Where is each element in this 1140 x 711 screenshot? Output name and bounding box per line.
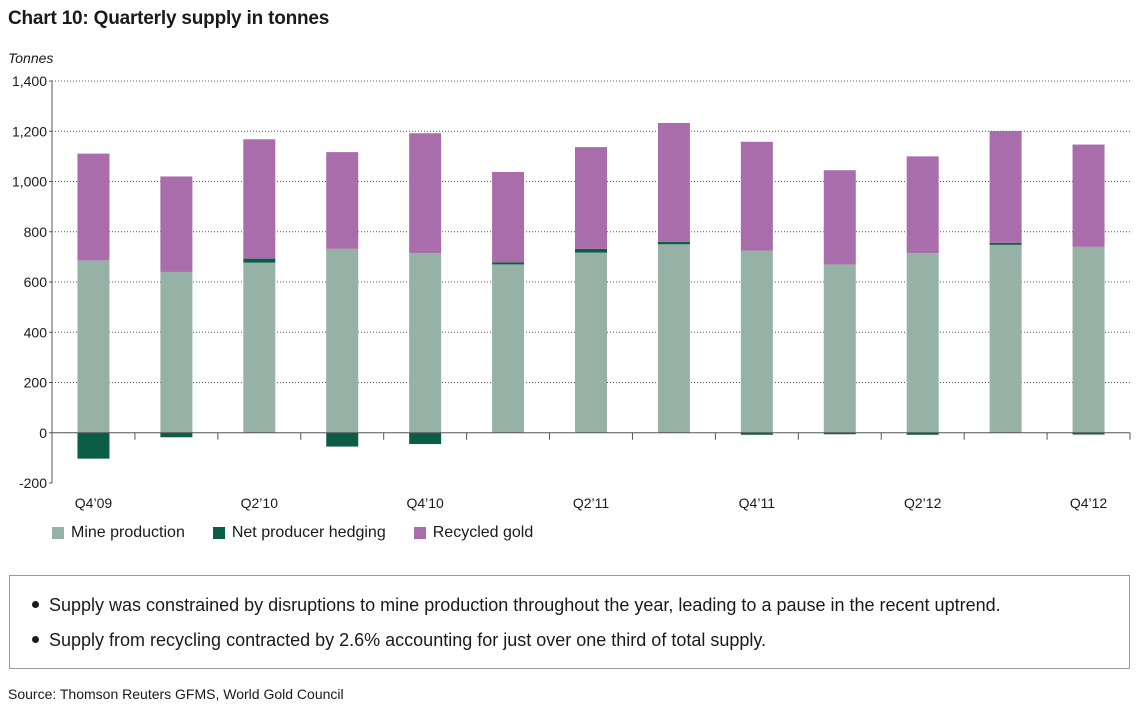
- key-points-box: Supply was constrained by disruptions to…: [9, 575, 1130, 669]
- y-axis-label: Tonnes: [8, 50, 53, 66]
- y-tick-label: -200: [19, 475, 47, 491]
- axes: 1,400 1,200 1,000 800 600 400 200 0 -200 Q4’09 Q2’…: [12, 73, 1131, 511]
- source-note: Source: Thomson Reuters GFMS, World Gold…: [8, 686, 344, 702]
- bar-mine-production: [492, 264, 525, 433]
- bar-net-producer-hedging: [740, 432, 773, 435]
- bar-net-producer-hedging: [409, 432, 442, 445]
- legend-item-mine-production: Mine production: [52, 524, 185, 542]
- x-tick-label: Q4’11: [739, 495, 776, 511]
- bar-recycled-gold: [409, 133, 442, 254]
- key-point-text: Supply from recycling contracted by 2.6%…: [49, 630, 767, 650]
- bar-net-producer-hedging: [906, 432, 939, 435]
- bar-recycled-gold: [823, 170, 856, 265]
- bar-mine-production: [409, 253, 442, 433]
- bar-mine-production: [823, 264, 856, 433]
- bar-recycled-gold: [575, 147, 607, 249]
- x-tick-label: Q4’12: [1070, 495, 1108, 511]
- bar-recycled-gold: [740, 141, 773, 251]
- x-tick-label: Q4’10: [406, 495, 444, 511]
- legend-swatch-mine-production: [52, 527, 64, 539]
- bar-net-producer-hedging: [326, 432, 359, 447]
- bar-recycled-gold: [77, 153, 110, 261]
- y-tick-label: 1,000: [12, 174, 47, 190]
- y-tick-label: 200: [24, 375, 48, 391]
- bar-recycled-gold: [160, 176, 193, 272]
- bar-recycled-gold: [326, 152, 359, 249]
- key-point-item: Supply was constrained by disruptions to…: [32, 595, 1001, 616]
- bar-mine-production: [160, 271, 193, 433]
- legend: Mine production Net producer hedging Rec…: [52, 524, 561, 542]
- legend-item-recycled-gold: Recycled gold: [413, 524, 534, 542]
- legend-label-net-producer-hedging: Net producer hedging: [231, 524, 386, 541]
- bullet-icon: [32, 600, 39, 608]
- bar-net-producer-hedging: [243, 258, 276, 263]
- bar-recycled-gold: [492, 171, 525, 263]
- legend-swatch-net-producer-hedging: [212, 527, 225, 539]
- bar-mine-production: [657, 244, 690, 433]
- bar-net-producer-hedging: [160, 432, 193, 438]
- legend-item-net-producer-hedging: Net producer hedging: [212, 524, 386, 542]
- bar-mine-production: [77, 260, 110, 433]
- bar-net-producer-hedging: [989, 242, 1022, 245]
- x-tick-label: Q2’12: [904, 495, 942, 511]
- bar-net-producer-hedging: [1072, 432, 1105, 435]
- bar-mine-production: [1072, 246, 1105, 433]
- chart-title: Chart 10: Quarterly supply in tonnes: [8, 8, 330, 29]
- bar-net-producer-hedging: [823, 432, 856, 435]
- bar-mine-production: [989, 244, 1022, 433]
- bar-mine-production: [243, 262, 276, 433]
- y-tick-label: 600: [24, 274, 48, 290]
- x-tick-label: Q2’11: [573, 495, 610, 511]
- bar-mine-production: [740, 250, 773, 433]
- y-tick-label: 1,200: [12, 123, 47, 139]
- stacked-bar-chart: Tonnes 1,400 1,200 1,000 800 600 400 200 0 -200 Q…: [8, 50, 1131, 511]
- bar-recycled-gold: [906, 156, 939, 254]
- y-tick-label: 400: [24, 324, 48, 340]
- y-tick-label: 0: [39, 425, 47, 441]
- key-point-text: Supply was constrained by disruptions to…: [49, 595, 1001, 615]
- legend-label-mine-production: Mine production: [71, 524, 185, 541]
- bar-recycled-gold: [243, 139, 276, 259]
- bar-mine-production: [575, 252, 607, 433]
- bar-mine-production: [326, 248, 359, 433]
- bullet-icon: [32, 635, 39, 643]
- bar-net-producer-hedging: [77, 432, 110, 459]
- bar-net-producer-hedging: [575, 248, 607, 253]
- bar-recycled-gold: [657, 122, 690, 242]
- bars: [77, 122, 1105, 459]
- x-tick-label: Q4’09: [75, 495, 113, 511]
- bar-net-producer-hedging: [492, 262, 525, 265]
- bar-net-producer-hedging: [657, 241, 690, 245]
- y-tick-label: 1,400: [12, 73, 47, 89]
- bar-recycled-gold: [1072, 144, 1105, 247]
- key-point-item: Supply from recycling contracted by 2.6%…: [32, 630, 766, 651]
- x-tick-label: Q2’10: [241, 495, 279, 511]
- bar-mine-production: [906, 253, 939, 433]
- legend-swatch-recycled-gold: [413, 527, 426, 539]
- bar-recycled-gold: [989, 130, 1022, 243]
- y-tick-label: 800: [24, 224, 48, 240]
- legend-label-recycled-gold: Recycled gold: [432, 524, 534, 541]
